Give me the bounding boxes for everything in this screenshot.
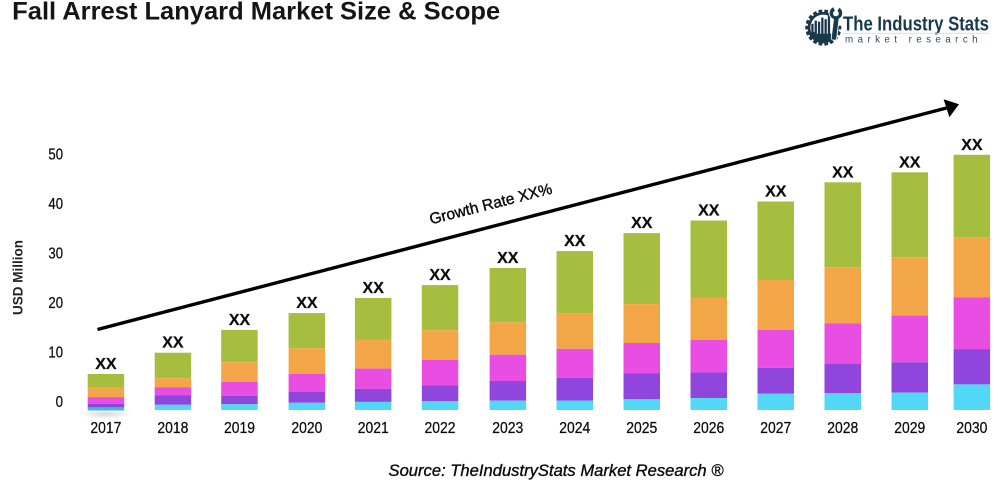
- svg-text:20: 20: [48, 295, 63, 312]
- svg-text:XX: XX: [631, 215, 653, 232]
- svg-text:XX: XX: [899, 154, 921, 171]
- svg-text:XX: XX: [162, 335, 184, 352]
- svg-text:2020: 2020: [291, 420, 322, 437]
- svg-text:XX: XX: [363, 280, 385, 297]
- svg-text:XX: XX: [296, 295, 318, 312]
- svg-text:2027: 2027: [760, 420, 791, 437]
- svg-text:2019: 2019: [224, 420, 255, 437]
- svg-text:XX: XX: [961, 137, 983, 154]
- svg-text:The Industry Stats: The Industry Stats: [843, 12, 989, 35]
- svg-text:2023: 2023: [492, 420, 523, 437]
- svg-text:XX: XX: [832, 164, 854, 181]
- svg-text:Source: TheIndustryStats Marke: Source: TheIndustryStats Market Research…: [389, 462, 725, 480]
- svg-text:10: 10: [48, 344, 63, 361]
- svg-text:2026: 2026: [693, 420, 724, 437]
- svg-text:2029: 2029: [894, 420, 925, 437]
- svg-text:USD Million: USD Million: [11, 240, 26, 315]
- svg-text:XX: XX: [497, 250, 519, 267]
- svg-text:Fall Arrest Lanyard Market Siz: Fall Arrest Lanyard Market Size & Scope: [12, 0, 500, 26]
- svg-text:2017: 2017: [90, 420, 121, 437]
- svg-text:30: 30: [48, 245, 63, 262]
- svg-text:2021: 2021: [358, 420, 389, 437]
- svg-text:XX: XX: [95, 356, 117, 373]
- svg-text:XX: XX: [698, 203, 720, 220]
- svg-text:2024: 2024: [559, 420, 590, 437]
- svg-text:2030: 2030: [956, 420, 987, 437]
- svg-text:2028: 2028: [827, 420, 858, 437]
- svg-text:50: 50: [48, 147, 63, 164]
- svg-text:2025: 2025: [626, 420, 657, 437]
- svg-text:XX: XX: [429, 267, 451, 284]
- svg-text:2018: 2018: [157, 420, 188, 437]
- svg-text:40: 40: [48, 196, 63, 213]
- svg-text:XX: XX: [765, 184, 787, 201]
- svg-text:2022: 2022: [425, 420, 456, 437]
- svg-text:0: 0: [56, 394, 63, 411]
- svg-text:XX: XX: [229, 312, 251, 329]
- svg-text:market research: market research: [845, 35, 982, 46]
- svg-text:XX: XX: [564, 233, 586, 250]
